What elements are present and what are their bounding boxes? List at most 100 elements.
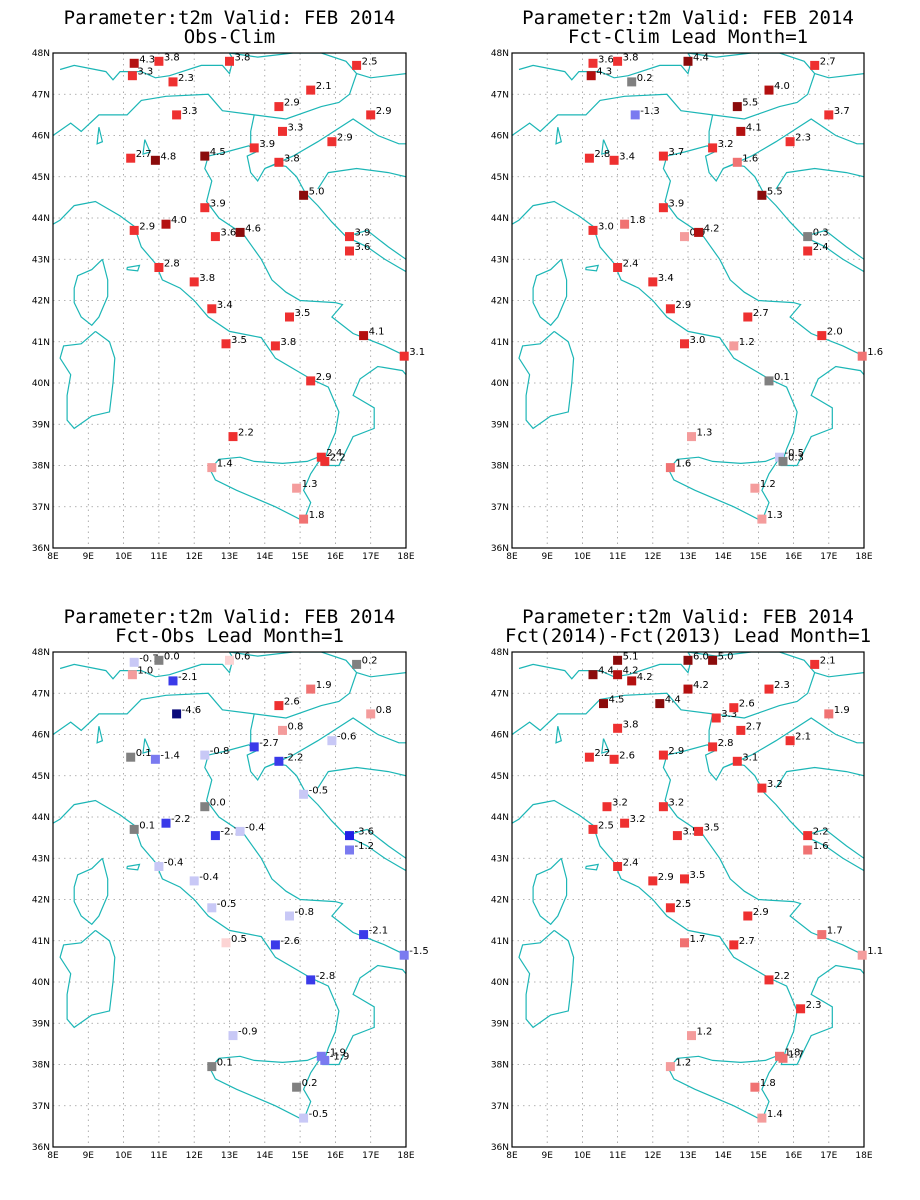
station-marker [778, 456, 788, 466]
station-value-label: -0.5 [309, 1109, 329, 1120]
lon-tick-label: 10E [115, 1151, 132, 1161]
station-marker [750, 1082, 760, 1092]
coast-line-corsica [532, 857, 568, 926]
station-value-label: 4.0 [171, 215, 187, 226]
coast-line-borders [59, 53, 234, 81]
station-marker [168, 676, 178, 686]
station-marker [687, 432, 696, 442]
station-value-label: 5.0 [309, 186, 325, 197]
station-value-label: 0.2 [637, 73, 653, 84]
station-value-label: -0.6 [337, 732, 357, 743]
coast-line-borders2 [53, 53, 358, 136]
station-marker [306, 85, 316, 95]
station-marker [613, 670, 623, 680]
station-marker [817, 930, 827, 940]
coast-line-lakes2 [555, 127, 563, 145]
lon-tick-label: 11E [150, 552, 167, 562]
station-marker [609, 754, 619, 764]
station-value-label: 3.1 [742, 752, 758, 763]
lon-tick-label: 10E [115, 552, 132, 562]
station-value-label: 5.1 [623, 651, 639, 662]
lon-tick-label: 9E [541, 1151, 553, 1161]
station-marker [732, 756, 742, 766]
station-marker [172, 110, 182, 120]
lat-tick-label: 46N [491, 731, 509, 741]
station-value-label: 3.6 [355, 242, 371, 253]
coast-line-sardinia [518, 929, 575, 1029]
station-value-label: 4.2 [623, 666, 639, 677]
station-marker [154, 56, 164, 66]
lat-tick-label: 39N [32, 1019, 50, 1029]
station-value-label: 2.6 [619, 750, 635, 761]
station-marker [810, 60, 820, 70]
station-marker [126, 752, 136, 762]
lat-tick-label: 37N [491, 1102, 509, 1112]
station-marker [630, 110, 640, 120]
lat-tick-label: 39N [491, 420, 509, 430]
station-marker [680, 874, 689, 884]
panel-title: Parameter:t2m Valid: FEB 2014 [64, 606, 396, 628]
lon-tick-label: 17E [820, 552, 837, 562]
station-value-label: 1.8 [309, 510, 325, 521]
station-marker [588, 824, 598, 834]
station-value-label: -1.5 [409, 946, 429, 957]
station-value-label: -0.8 [295, 907, 315, 918]
station-marker [824, 709, 834, 719]
lat-tick-label: 40N [32, 978, 50, 988]
station-value-label: 2.4 [623, 259, 639, 270]
station-value-label: 2.7 [746, 721, 762, 732]
lon-tick-label: 18E [855, 1151, 872, 1161]
station-value-label: 0.5 [231, 934, 247, 945]
lat-tick-label: 44N [32, 813, 50, 823]
station-marker [764, 376, 774, 386]
station-marker [708, 742, 718, 752]
station-value-label: 0.1 [774, 372, 790, 383]
station-value-label: -4.6 [182, 705, 202, 716]
station-marker [620, 818, 630, 828]
station-marker [274, 157, 284, 167]
station-value-label: 1.2 [739, 337, 755, 348]
station-marker [658, 203, 668, 213]
station-value-label: -0.8 [210, 746, 230, 757]
lat-tick-label: 38N [491, 462, 509, 472]
station-value-label: 2.7 [739, 936, 755, 947]
station-value-label: -0.4 [245, 822, 265, 833]
station-value-label: 3.2 [668, 798, 684, 809]
station-value-label: 3.3 [288, 122, 304, 133]
lon-tick-label: 15E [750, 1151, 767, 1161]
station-value-label: 3.9 [355, 228, 371, 239]
station-value-label: -2.2 [284, 752, 304, 763]
station-value-label: 4.1 [369, 327, 385, 338]
station-marker [732, 157, 742, 167]
station-marker [729, 940, 739, 950]
station-value-label: 4.4 [693, 52, 709, 63]
station-marker [274, 102, 284, 112]
lat-tick-label: 37N [32, 1102, 50, 1112]
station-value-label: 3.8 [235, 52, 251, 63]
lon-tick-label: 12E [186, 552, 203, 562]
station-value-label: 3.4 [658, 273, 674, 284]
station-value-label: 2.4 [623, 858, 639, 869]
station-value-label: 3.5 [690, 870, 706, 881]
lon-tick-label: 13E [679, 552, 696, 562]
lon-tick-label: 11E [609, 552, 626, 562]
station-value-label: 1.7 [690, 934, 706, 945]
station-marker [306, 376, 316, 386]
station-marker [665, 903, 675, 913]
station-marker [658, 802, 668, 812]
coast-line-borders7 [345, 828, 406, 859]
station-value-label: -0.7 [139, 653, 159, 664]
station-marker [172, 709, 182, 719]
lon-tick-label: 18E [397, 552, 414, 562]
lat-tick-label: 48N [491, 49, 509, 59]
station-value-label: 2.8 [594, 149, 610, 160]
station-value-label: -2.1 [178, 672, 198, 683]
station-value-label: 2.9 [753, 907, 769, 918]
lat-tick-label: 40N [491, 978, 509, 988]
lon-tick-label: 8E [47, 1151, 59, 1161]
station-value-label: -2.2 [171, 814, 191, 825]
coastline [512, 652, 864, 1122]
station-marker [274, 701, 284, 711]
station-value-label: 3.2 [718, 139, 734, 150]
